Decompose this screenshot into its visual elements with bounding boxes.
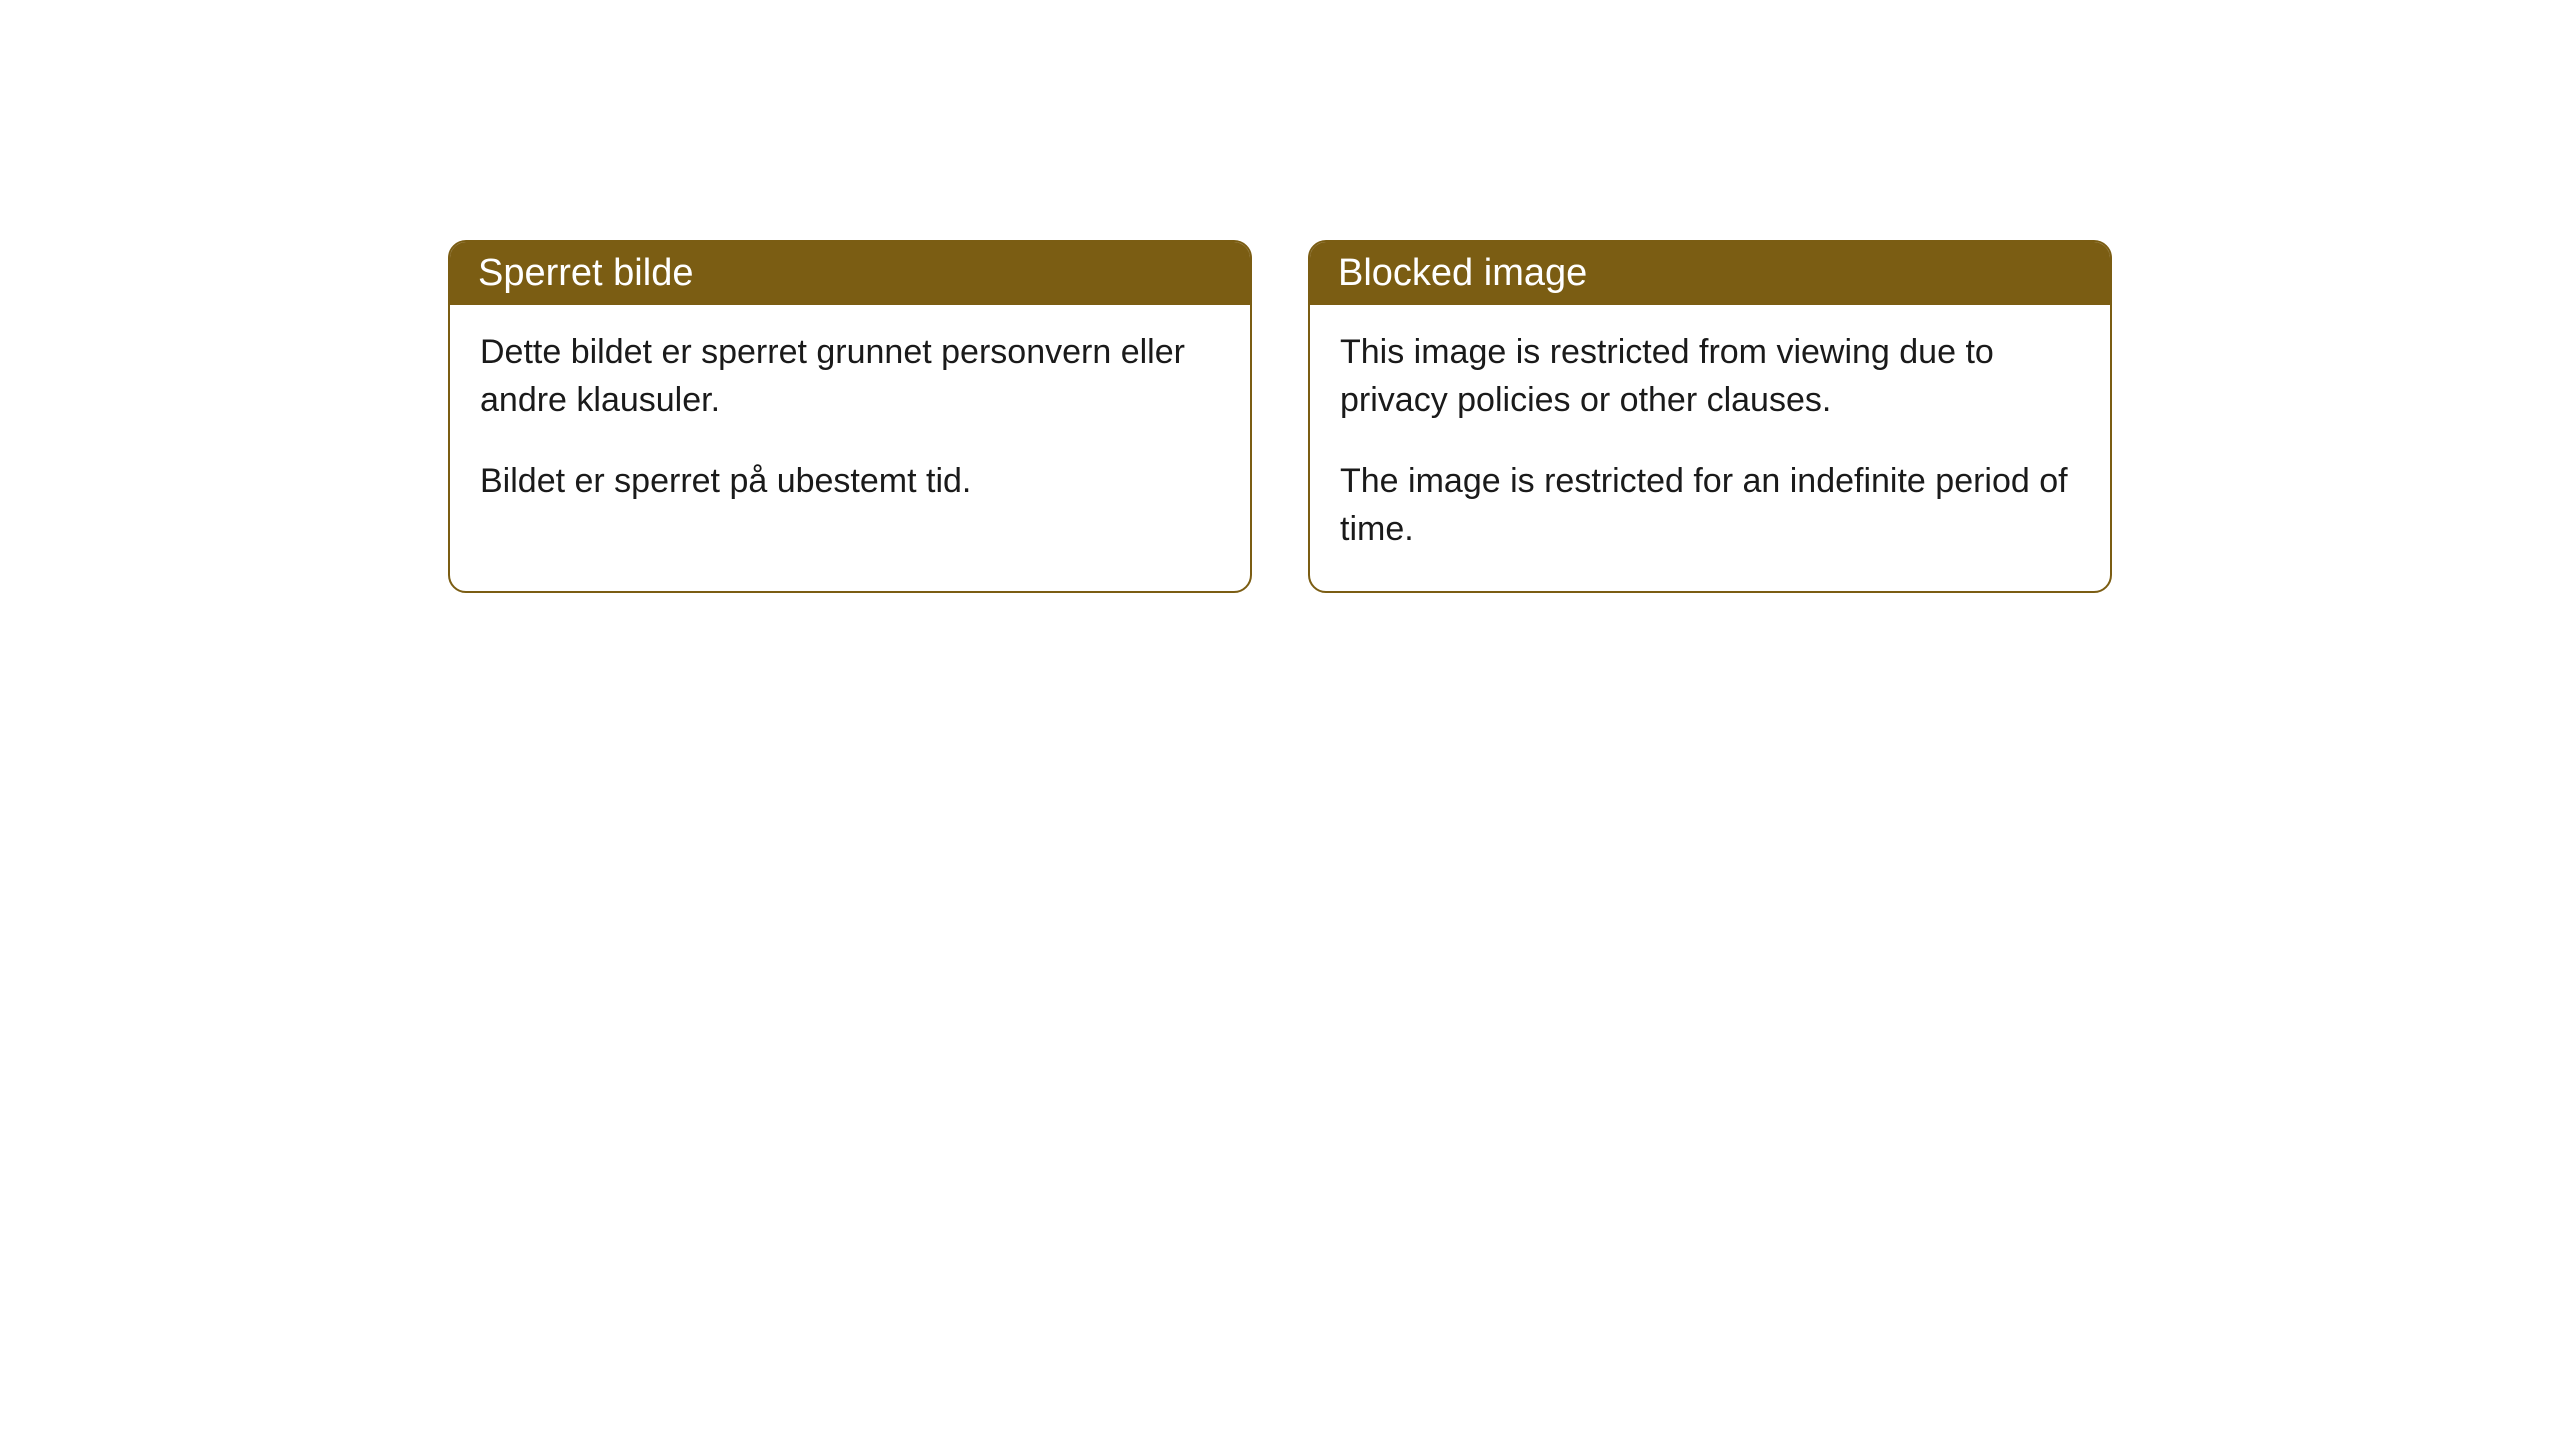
card-paragraph-2: Bildet er sperret på ubestemt tid. xyxy=(480,458,1220,506)
card-header: Sperret bilde xyxy=(450,242,1250,305)
card-title: Blocked image xyxy=(1338,252,1587,294)
blocked-image-card-norwegian: Sperret bilde Dette bildet er sperret gr… xyxy=(448,240,1252,593)
card-paragraph-1: This image is restricted from viewing du… xyxy=(1340,329,2080,424)
card-paragraph-1: Dette bildet er sperret grunnet personve… xyxy=(480,329,1220,424)
card-paragraph-2: The image is restricted for an indefinit… xyxy=(1340,458,2080,553)
blocked-image-card-english: Blocked image This image is restricted f… xyxy=(1308,240,2112,593)
notice-cards-container: Sperret bilde Dette bildet er sperret gr… xyxy=(0,240,2560,593)
card-header: Blocked image xyxy=(1310,242,2110,305)
card-body: Dette bildet er sperret grunnet personve… xyxy=(450,305,1250,544)
card-body: This image is restricted from viewing du… xyxy=(1310,305,2110,591)
card-title: Sperret bilde xyxy=(478,252,693,294)
